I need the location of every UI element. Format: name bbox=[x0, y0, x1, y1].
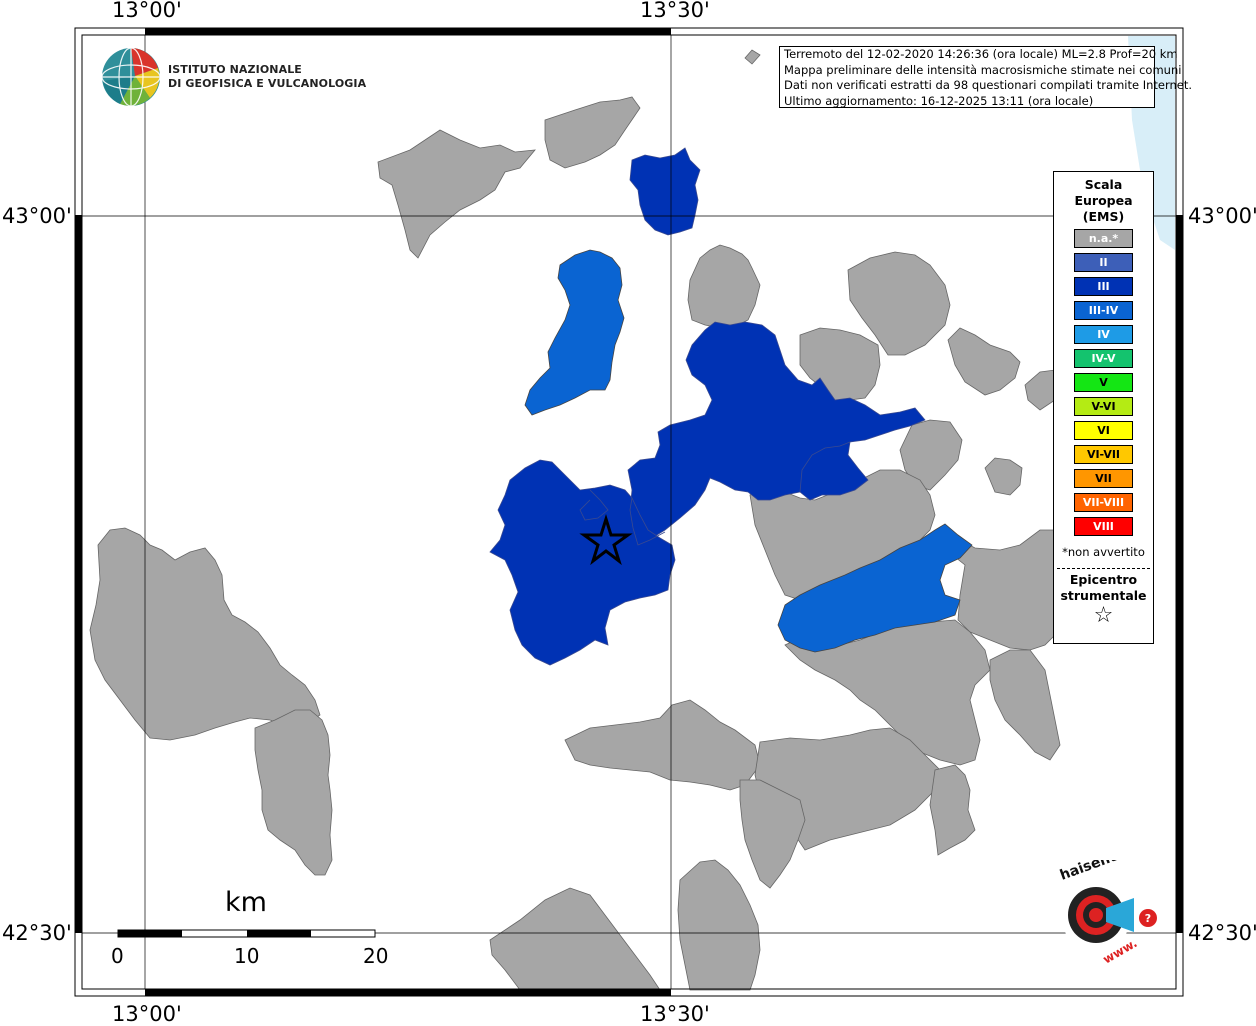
coord-top-left: 13°00' bbox=[112, 0, 182, 22]
municipality-na bbox=[744, 49, 761, 65]
municipality-iii bbox=[627, 321, 926, 543]
legend-swatch: VI-VII bbox=[1074, 445, 1133, 464]
svg-text:?: ? bbox=[1145, 912, 1151, 925]
hsit-logo-text: haisentitoilterremoto.it bbox=[1058, 860, 1164, 884]
ingv-name-line2: DI GEOFISICA E VULCANOLOGIA bbox=[168, 77, 367, 90]
legend-swatch: III-IV bbox=[1074, 301, 1133, 320]
legend-title-line: (EMS) bbox=[1082, 209, 1125, 224]
event-info-line: Mappa preliminare delle intensità macros… bbox=[784, 62, 1182, 77]
municipality-iii-iv bbox=[524, 249, 625, 416]
scale-label-20: 20 bbox=[363, 944, 389, 968]
municipality-na bbox=[947, 327, 1021, 396]
municipality-na bbox=[544, 96, 641, 169]
municipality-na bbox=[929, 764, 976, 856]
frame-ticks bbox=[75, 28, 1183, 996]
legend-swatch: V-VI bbox=[1074, 397, 1133, 416]
ingv-logo bbox=[100, 46, 162, 112]
legend-swatch: IV-V bbox=[1074, 349, 1133, 368]
ingv-name: ISTITUTO NAZIONALE DI GEOFISICA E VULCAN… bbox=[168, 63, 366, 91]
municipality-iii-iv bbox=[777, 523, 973, 653]
intensity-legend: Scala Europea (EMS) n.a.* II III III-IV IV IV… bbox=[1053, 171, 1154, 644]
legend-swatch: VI bbox=[1074, 421, 1133, 440]
municipality-na bbox=[899, 419, 963, 491]
municipalities-iii bbox=[489, 147, 926, 666]
coord-top-right: 13°30' bbox=[640, 0, 710, 22]
ingv-name-line1: ISTITUTO NAZIONALE bbox=[168, 63, 302, 76]
hsit-logo: ? haisentitoilterremoto.it www. bbox=[1034, 805, 1239, 979]
municipality-na bbox=[377, 129, 536, 259]
legend-separator bbox=[1057, 568, 1150, 569]
legend-swatch: IV bbox=[1074, 325, 1133, 344]
scale-label-10: 10 bbox=[234, 944, 260, 968]
municipality-na bbox=[254, 709, 333, 876]
coord-bottom-right: 13°30' bbox=[640, 1002, 710, 1026]
municipality-iii bbox=[629, 147, 701, 236]
epicenter-star-icon: ☆ bbox=[1093, 603, 1114, 628]
legend-title-line: Europea bbox=[1074, 193, 1133, 208]
event-info-line: Ultimo aggiornamento: 16-12-2025 13:11 (… bbox=[784, 93, 1094, 108]
scale-bar bbox=[117, 929, 376, 938]
municipality-na bbox=[687, 244, 761, 329]
event-info-line: Dati non verificati estratti da 98 quest… bbox=[784, 78, 1193, 92]
municipality-na bbox=[677, 859, 761, 991]
coord-bottom-left: 13°00' bbox=[112, 1002, 182, 1026]
municipality-iii bbox=[489, 459, 676, 666]
legend-title: Scala Europea (EMS) bbox=[1054, 177, 1153, 225]
epicenter-star bbox=[579, 513, 633, 566]
municipalities-iii-iv bbox=[524, 249, 973, 653]
municipality-na bbox=[564, 699, 761, 791]
legend-swatch: VIII bbox=[1074, 517, 1133, 536]
municipality-na bbox=[847, 251, 951, 356]
legend-swatch: VII-VIII bbox=[1074, 493, 1133, 512]
municipality-na bbox=[89, 527, 321, 741]
coord-right-top: 43°00' bbox=[1188, 204, 1256, 228]
municipalities-na bbox=[89, 49, 1066, 991]
municipality-na bbox=[984, 457, 1023, 496]
legend-epicenter-label: strumentale bbox=[1060, 588, 1147, 603]
municipality-na bbox=[989, 649, 1061, 761]
municipality-na bbox=[489, 887, 661, 991]
municipality-na bbox=[739, 779, 806, 889]
coord-left-bottom: 42°30' bbox=[2, 921, 72, 945]
legend-swatch: V bbox=[1074, 373, 1133, 392]
legend-swatch: n.a.* bbox=[1074, 229, 1133, 248]
internal-borders bbox=[579, 441, 851, 546]
event-info-line: Terremoto del 12-02-2020 14:26:36 (ora l… bbox=[784, 47, 1178, 61]
scale-unit: km bbox=[225, 887, 267, 918]
coord-left-top: 43°00' bbox=[2, 204, 72, 228]
hsit-logo-icon: ? haisentitoilterremoto.it www. bbox=[1058, 805, 1239, 967]
coord-right-bottom: 42°30' bbox=[1188, 921, 1256, 945]
event-info-box: Terremoto del 12-02-2020 14:26:36 (ora l… bbox=[779, 46, 1193, 108]
legend-epicenter: Epicentro strumentale ☆ bbox=[1054, 572, 1153, 628]
legend-epicenter-label: Epicentro bbox=[1069, 572, 1138, 587]
legend-title-line: Scala bbox=[1084, 177, 1123, 192]
scale-label-0: 0 bbox=[111, 944, 124, 968]
legend-swatch: III bbox=[1074, 277, 1133, 296]
legend-swatch: II bbox=[1074, 253, 1133, 272]
legend-note: *non avvertito bbox=[1062, 545, 1145, 559]
legend-swatch: VII bbox=[1074, 469, 1133, 488]
ingv-globe-icon bbox=[101, 47, 161, 107]
